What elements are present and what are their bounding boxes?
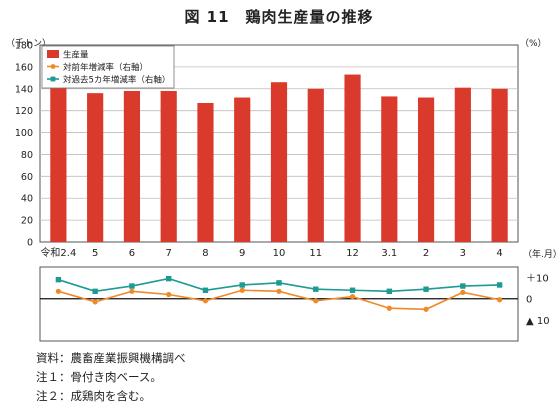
point-yoy — [166, 291, 172, 298]
y2-tick-label: ＋10 — [526, 274, 549, 285]
point-yoy — [313, 298, 319, 304]
point-5yr — [386, 288, 393, 295]
point-yoy — [55, 288, 61, 294]
bar-production — [87, 93, 104, 243]
legend-swatch-bar — [47, 50, 59, 58]
x-tick-label: 9 — [239, 248, 245, 259]
point-5yr — [349, 287, 356, 293]
bar-production — [381, 96, 398, 242]
bar-production — [307, 88, 324, 243]
point-yoy — [497, 297, 503, 303]
x-axis-unit: （年.月） — [523, 248, 558, 260]
point-5yr — [55, 276, 62, 283]
point-yoy — [239, 287, 245, 293]
bar-production — [270, 82, 288, 242]
x-tick-label: 3 — [460, 248, 466, 259]
bar-production — [417, 97, 435, 243]
bar-production — [197, 103, 214, 242]
x-tick-label: 2 — [423, 248, 429, 259]
x-tick-label: 11 — [309, 248, 322, 259]
point-5yr — [239, 282, 245, 288]
point-5yr — [496, 282, 503, 288]
point-yoy — [460, 289, 466, 295]
point-yoy — [129, 288, 135, 294]
y-tick-label: 160 — [15, 62, 33, 73]
right-axis-unit: （%） — [520, 38, 547, 49]
lower-plot-frame — [39, 266, 519, 342]
point-5yr — [313, 286, 319, 292]
y-tick-label: 180 — [15, 41, 33, 52]
point-5yr — [423, 286, 429, 292]
note-source: 資料：農畜産業振興機構調べ — [36, 351, 186, 365]
legend-label: 対前年増減率（右軸） — [63, 62, 148, 73]
x-tick-label: 6 — [129, 248, 135, 259]
left-axis-unit: （千トン） — [6, 38, 51, 49]
bar-production — [344, 74, 361, 242]
legend-label: 生産量 — [63, 49, 89, 60]
bar-production — [454, 87, 471, 242]
legend-marker — [50, 76, 56, 82]
bar-production — [491, 88, 508, 243]
point-yoy — [386, 305, 392, 311]
x-tick-label: 12 — [346, 248, 359, 259]
point-yoy — [92, 299, 98, 305]
figure-title: 図 11 鶏肉生産量の推移 — [184, 8, 374, 26]
point-5yr — [129, 283, 135, 289]
bar-production — [234, 97, 251, 243]
y-tick-label: 140 — [15, 84, 33, 95]
x-tick-label: 7 — [166, 248, 172, 259]
notes: 資料：農畜産業振興機構調べ 注１：骨付き肉ベース。 注２：成鶏肉を含む。 — [36, 349, 186, 406]
point-5yr — [202, 287, 209, 293]
point-yoy — [423, 306, 429, 312]
bar-production — [50, 87, 67, 242]
x-tick-label: 4 — [496, 248, 502, 259]
y-tick-label: 100 — [15, 128, 33, 139]
y-tick-label: 20 — [21, 216, 33, 227]
y-tick-label: 40 — [21, 194, 33, 205]
legend-marker — [50, 64, 56, 69]
y2-tick-label: 0 — [526, 295, 532, 306]
x-tick-label: 8 — [202, 248, 208, 259]
point-5yr — [276, 280, 282, 286]
x-tick-label: 5 — [92, 248, 98, 259]
y-tick-label: 80 — [21, 150, 33, 161]
note-1: 注１：骨付き肉ベース。 — [36, 370, 162, 384]
y2-tick-label: ▲ 10 — [526, 316, 550, 327]
bar-production — [123, 90, 141, 242]
note-2: 注２：成鶏肉を含む。 — [36, 389, 151, 403]
point-yoy — [349, 294, 356, 300]
point-5yr — [165, 275, 172, 282]
y-tick-label: 60 — [21, 172, 33, 183]
x-tick-label: 令和2.4 — [40, 246, 76, 259]
point-5yr — [92, 288, 98, 295]
legend-label: 対過去5カ年増減率（右軸） — [63, 74, 170, 85]
legend-box — [41, 45, 175, 89]
point-yoy — [276, 288, 282, 294]
y-tick-label: 120 — [15, 106, 33, 117]
bar-production — [160, 90, 177, 242]
y-tick-label: 0 — [27, 238, 33, 249]
point-5yr — [460, 283, 466, 289]
x-tick-label: 3.1 — [381, 248, 397, 259]
x-tick-label: 10 — [273, 248, 286, 259]
point-yoy — [202, 298, 209, 304]
